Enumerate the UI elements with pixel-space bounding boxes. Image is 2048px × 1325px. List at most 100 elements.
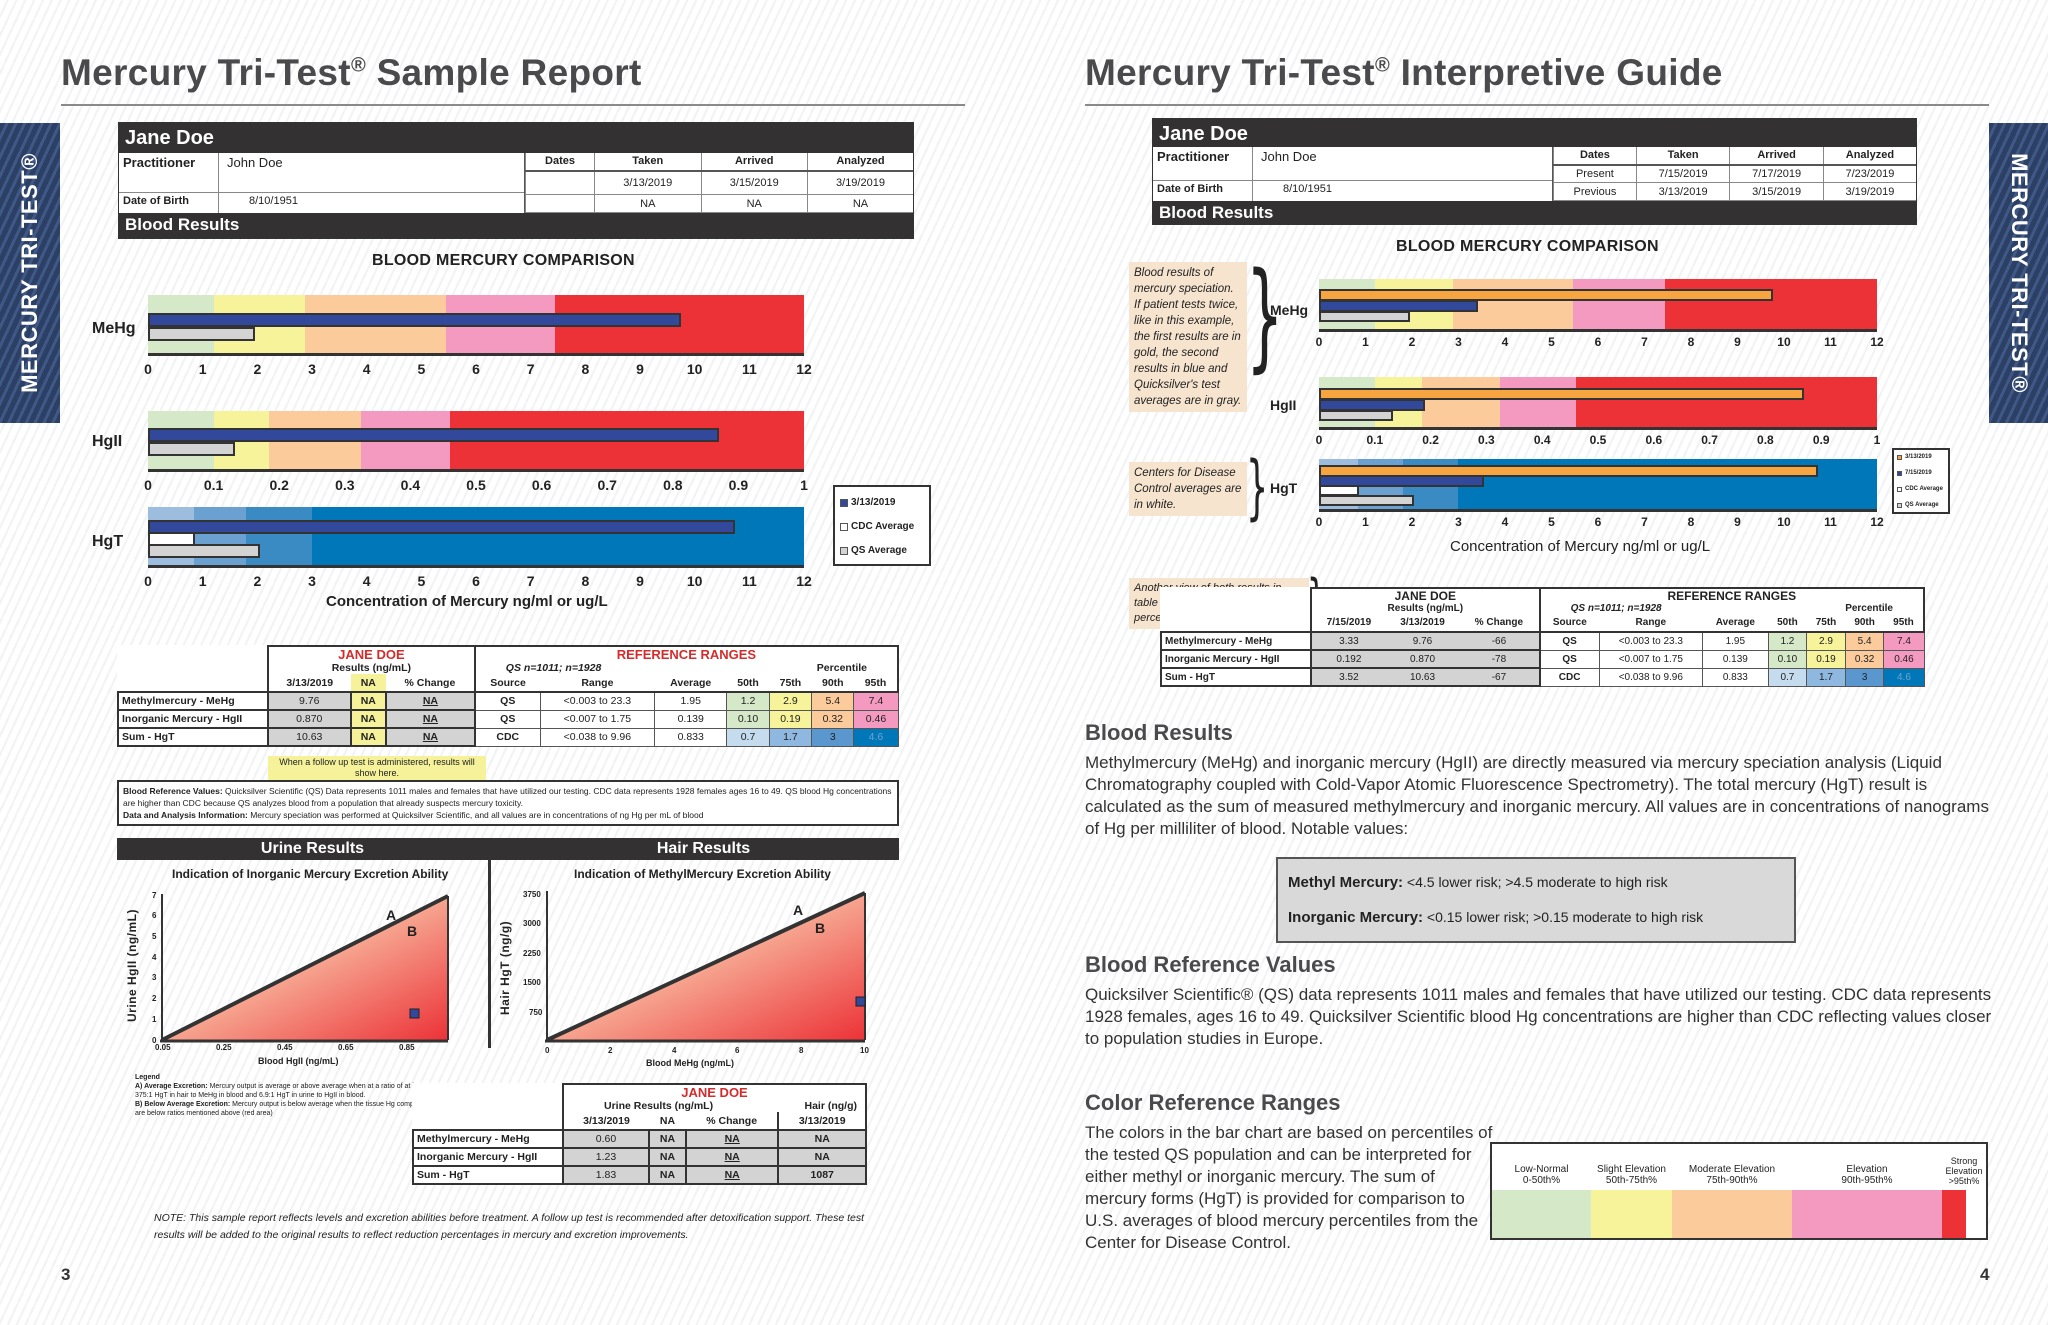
dob-label: Date of Birth [119, 193, 219, 213]
blood-results-heading: Blood Results [1085, 720, 1233, 745]
practitioner-label: Practitioner [1153, 147, 1253, 180]
dob-value: 8/10/1951 [249, 195, 298, 207]
title-divider [61, 104, 965, 106]
svg-text:3750: 3750 [523, 890, 541, 899]
brace-icon: } [1246, 246, 1284, 384]
x-axis-label: Concentration of Mercury ng/ml or ug/L [326, 593, 608, 610]
chart-legend: 3/13/2019 CDC Average QS Average [833, 485, 931, 566]
page-title: Mercury Tri-Test® Sample Report [61, 52, 642, 93]
bar-qs-average [1319, 495, 1415, 506]
color-reference-heading: Color Reference Ranges [1085, 1090, 1341, 1115]
title-divider [1085, 104, 1989, 106]
practitioner-value: John Doe [227, 155, 283, 170]
chart-legend: 3/13/2019 7/15/2019 CDC Average QS Avera… [1892, 448, 1950, 514]
hgii-label: HgII [1270, 397, 1297, 413]
bar-qs-average [1319, 311, 1410, 322]
hair-y-label: Hair HgT (ng/g) [498, 920, 512, 1015]
table-row: Sum - HgT 1.83 NA NA 1087 [412, 1165, 867, 1185]
patient-name: Jane Doe [1153, 119, 1916, 147]
legend-swatch-icon [1897, 454, 1902, 460]
mehg-chart [148, 295, 804, 353]
svg-text:A: A [386, 907, 396, 923]
svg-text:7: 7 [152, 891, 157, 900]
blood-results-table: JANE DOE Results (ng/mL) REFERENCE RANGES… [117, 645, 900, 747]
svg-text:5: 5 [152, 932, 157, 941]
swatch-low-normal [1492, 1190, 1591, 1238]
table-row: Methylmercury - MeHg 0.60 NA NA NA [412, 1129, 867, 1149]
patient-name: Jane Doe [119, 123, 913, 153]
legend-swatch-icon [840, 522, 848, 531]
dob-value: 8/10/1951 [1283, 183, 1332, 195]
bar-qs-average [148, 442, 235, 456]
table-row: Sum - HgT 10.63 NA NA CDC <0.038 to 9.96… [117, 727, 899, 747]
table-row: Inorganic Mercury - HgII 0.192 0.870 -78… [1160, 649, 1925, 669]
hgii-label: HgII [92, 433, 123, 450]
excretion-legend: Legend A) Average Excretion: Mercury out… [135, 1074, 437, 1117]
brace-icon: } [1246, 446, 1269, 528]
blood-results-bar: Blood Results [119, 214, 913, 238]
table-row: Sum - HgT 3.52 10.63 -67 CDC <0.038 to 9… [1160, 667, 1925, 687]
swatch-moderate-elevation [1672, 1190, 1792, 1238]
svg-text:3: 3 [152, 973, 157, 982]
hair-excretion-chart: A B 3750 3000 2250 1500 750 [523, 890, 866, 1043]
swatch-strong-elevation [1942, 1190, 1966, 1238]
table-row: Inorganic Mercury - HgII 0.870 NA NA QS … [117, 709, 899, 729]
swatch-elevation [1792, 1190, 1942, 1238]
legend-swatch-icon [1897, 502, 1902, 508]
legend-swatch-icon [1897, 486, 1902, 492]
legend-swatch-icon [840, 546, 848, 555]
table-row: Methylmercury - MeHg 9.76 NA NA QS <0.00… [117, 691, 899, 711]
svg-text:4: 4 [152, 953, 157, 962]
svg-text:2250: 2250 [523, 949, 541, 958]
bar-3-13-2019 [1319, 388, 1805, 400]
swatch-slight-elevation [1591, 1190, 1672, 1238]
blood-results-text: Methylmercury (MeHg) and inorganic mercu… [1085, 753, 1989, 838]
hgii-chart [1319, 377, 1877, 427]
callout-blood-results: Blood results of mercury speciation. If … [1129, 262, 1247, 412]
hgt-label: HgT [1270, 480, 1298, 496]
svg-text:B: B [407, 923, 417, 939]
page-number: 3 [61, 1265, 71, 1284]
hgt-axis: 0 1 2 3 4 5 6 7 8 9 10 11 12 [1316, 509, 1884, 533]
hgt-chart [148, 507, 804, 565]
hgii-axis: 0 0.1 0.2 0.3 0.4 0.5 0.6 0.7 0.8 0.9 1 [1316, 427, 1880, 451]
side-tab: MERCURY TRI-TEST® [0, 123, 60, 423]
hgt-chart [1319, 459, 1877, 509]
mehg-axis: 0 1 2 3 4 5 6 7 8 9 10 11 12 [144, 353, 812, 383]
practitioner-value: John Doe [1261, 149, 1317, 164]
color-reference-text: The colors in the bar chart are based on… [1085, 1123, 1493, 1252]
hair-x-label: Blood MeHg (ng/mL) [646, 1058, 734, 1068]
chart-title: BLOOD MERCURY COMPARISON [372, 252, 635, 269]
blood-reference-text: Quicksilver Scientific® (QS) data repres… [1085, 985, 1992, 1048]
bar-3-13-2019 [1319, 465, 1819, 477]
svg-text:1500: 1500 [523, 978, 541, 987]
page-number: 4 [1980, 1265, 1990, 1284]
blood-results-bar: Blood Results [1153, 202, 1916, 224]
urine-x-label: Blood HgII (ng/mL) [258, 1056, 339, 1066]
dates-table: Dates Taken Arrived Analyzed 3/13/2019 3… [524, 153, 913, 213]
section-divider [488, 858, 491, 1048]
hgt-label: HgT [92, 533, 124, 550]
table-row: Methylmercury - MeHg 3.33 9.76 -66 QS <0… [1160, 631, 1925, 651]
chart-title: BLOOD MERCURY COMPARISON [1396, 238, 1659, 255]
blood-results-table: JANE DOE Results (ng/mL) REFERENCE RANGES… [1160, 587, 1926, 687]
svg-text:6: 6 [152, 911, 157, 920]
urine-hair-section-bar: Urine Results Hair Results [117, 838, 899, 860]
callout-cdc: Centers for Disease Control averages are… [1129, 462, 1247, 516]
legend-swatch-icon [1897, 470, 1902, 476]
notable-values-box: Methyl Mercury: <4.5 lower risk; >4.5 mo… [1276, 857, 1796, 943]
sample-report-note: NOTE: This sample report reflects levels… [154, 1212, 865, 1241]
mehg-label: MeHg [1270, 302, 1309, 318]
svg-text:3000: 3000 [523, 919, 541, 928]
bar-3-13-2019 [148, 313, 682, 327]
svg-text:750: 750 [529, 1008, 543, 1017]
dates-table: Dates Taken Arrived Analyzed Present 7/1… [1553, 147, 1916, 201]
bar-qs-average [148, 544, 261, 558]
mehg-chart [1319, 279, 1877, 329]
page-right: Mercury Tri-Test® Interpretive Guide MER… [1024, 0, 2048, 1325]
hgii-chart [148, 411, 804, 469]
page-title: Mercury Tri-Test® Interpretive Guide [1085, 52, 1723, 93]
legend-swatch-icon [840, 498, 848, 507]
reference-note: Blood Reference Values: Quicksilver Scie… [117, 780, 899, 826]
svg-text:A: A [793, 902, 803, 918]
